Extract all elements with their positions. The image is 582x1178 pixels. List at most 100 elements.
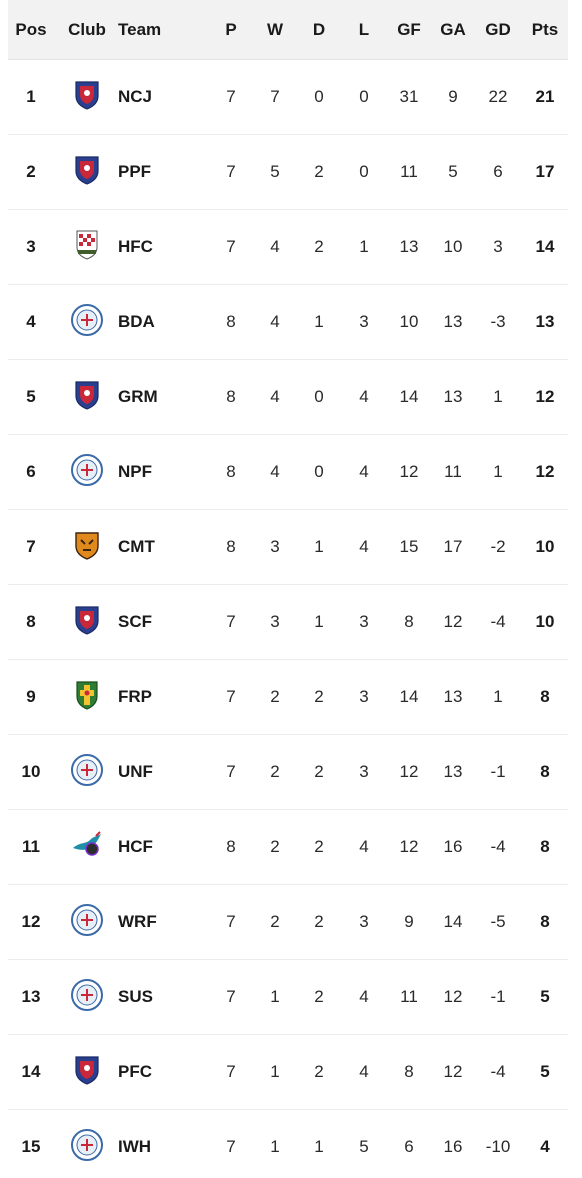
points-total: 21 (535, 87, 555, 106)
table-row[interactable]: 11 HCF 8 2 2 4 12 16 -4 8 (8, 810, 568, 885)
team-name[interactable]: HCF (118, 837, 153, 856)
drawn-count: 1 (314, 612, 324, 631)
club-crest[interactable] (60, 435, 114, 509)
goals-against: 17 (443, 537, 463, 556)
header-team[interactable]: Team (118, 19, 162, 39)
checkered-crest-icon (70, 228, 104, 267)
club-crest[interactable] (60, 1035, 114, 1109)
table-row[interactable]: 13 SUS 7 1 2 4 11 12 -1 5 (8, 960, 568, 1035)
played-count: 7 (226, 87, 236, 106)
team-name[interactable]: UNF (118, 762, 153, 781)
shield-crest-icon (70, 378, 104, 417)
header-goals-against[interactable]: GA (440, 19, 466, 39)
header-points[interactable]: Pts (531, 19, 559, 39)
won-count: 1 (270, 1062, 280, 1081)
goals-for: 11 (400, 162, 418, 181)
table-row[interactable]: 5 GRM 8 4 0 4 14 13 1 12 (8, 360, 568, 435)
goals-for: 9 (404, 912, 414, 931)
team-name[interactable]: IWH (118, 1137, 152, 1156)
goals-against: 12 (443, 612, 463, 631)
lost-count: 3 (359, 612, 369, 631)
won-count: 1 (270, 987, 280, 1006)
team-name[interactable]: NCJ (118, 87, 153, 106)
table-row[interactable]: 3 HFC 7 4 2 1 13 10 3 14 (8, 210, 568, 285)
table-row[interactable]: 12 WRF 7 2 2 3 9 14 -5 8 (8, 885, 568, 960)
team-name[interactable]: FRP (118, 687, 152, 706)
lost-count: 0 (359, 87, 369, 106)
club-crest[interactable] (60, 210, 114, 284)
points-total: 10 (535, 537, 555, 556)
table-row[interactable]: 9 FRP 7 2 2 3 14 13 1 8 (8, 660, 568, 735)
team-position: 11 (22, 837, 40, 856)
goals-against: 13 (443, 762, 463, 781)
shield-crest-icon (70, 153, 104, 192)
header-drawn[interactable]: D (312, 19, 326, 39)
header-won[interactable]: W (266, 19, 284, 39)
club-crest[interactable] (60, 885, 114, 959)
club-crest[interactable] (60, 360, 114, 434)
played-count: 7 (226, 237, 236, 256)
team-name[interactable]: BDA (118, 312, 155, 331)
round-crest-icon (70, 753, 104, 792)
table-row[interactable]: 7 CMT 8 3 1 4 15 17 -2 10 (8, 510, 568, 585)
club-crest[interactable] (60, 735, 114, 809)
club-crest[interactable] (60, 135, 114, 209)
round-crest-icon (70, 453, 104, 492)
goals-for: 31 (399, 87, 419, 106)
goals-for: 12 (399, 762, 419, 781)
goals-for: 15 (399, 537, 419, 556)
header-goal-difference[interactable]: GD (485, 19, 511, 39)
team-name[interactable]: PFC (118, 1062, 152, 1081)
table-row[interactable]: 1 NCJ 7 7 0 0 31 9 22 21 (8, 60, 568, 135)
team-name[interactable]: GRM (118, 387, 158, 406)
header-pos[interactable]: Pos (15, 19, 47, 39)
played-count: 7 (226, 987, 236, 1006)
team-position: 5 (26, 387, 36, 406)
club-crest[interactable] (60, 810, 114, 884)
club-crest[interactable] (60, 285, 114, 359)
team-position: 6 (26, 462, 36, 481)
header-club[interactable]: Club (68, 19, 106, 39)
goals-against: 16 (443, 837, 463, 856)
team-position: 9 (26, 687, 36, 706)
club-crest[interactable] (60, 960, 114, 1034)
table-row[interactable]: 4 BDA 8 4 1 3 10 13 -3 13 (8, 285, 568, 360)
team-name[interactable]: SUS (118, 987, 153, 1006)
team-name[interactable]: PPF (118, 162, 152, 181)
played-count: 7 (226, 687, 236, 706)
lost-count: 0 (359, 162, 369, 181)
team-position: 10 (21, 762, 41, 781)
points-total: 12 (535, 387, 555, 406)
goal-difference: 22 (488, 87, 508, 106)
drawn-count: 0 (314, 387, 324, 406)
goals-against: 13 (443, 312, 463, 331)
goals-against: 11 (444, 462, 462, 481)
table-row[interactable]: 10 UNF 7 2 2 3 12 13 -1 8 (8, 735, 568, 810)
team-name[interactable]: HFC (118, 237, 153, 256)
table-row[interactable]: 6 NPF 8 4 0 4 12 11 1 12 (8, 435, 568, 510)
table-row[interactable]: 15 IWH 7 1 1 5 6 16 -10 4 (8, 1110, 568, 1178)
goals-for: 12 (399, 837, 419, 856)
club-crest[interactable] (60, 660, 114, 734)
club-crest[interactable] (60, 60, 114, 134)
club-crest[interactable] (60, 1110, 114, 1178)
header-played[interactable]: P (225, 19, 237, 39)
played-count: 7 (226, 1137, 236, 1156)
team-name[interactable]: CMT (118, 537, 155, 556)
team-name[interactable]: NPF (118, 462, 152, 481)
header-goals-for[interactable]: GF (397, 19, 421, 39)
team-name[interactable]: WRF (118, 912, 157, 931)
goals-against: 10 (443, 237, 463, 256)
team-name[interactable]: SCF (118, 612, 152, 631)
table-row[interactable]: 14 PFC 7 1 2 4 8 12 -4 5 (8, 1035, 568, 1110)
lost-count: 4 (359, 537, 369, 556)
goal-difference: -10 (485, 1137, 511, 1156)
won-count: 3 (270, 612, 280, 631)
club-crest[interactable] (60, 510, 114, 584)
table-row[interactable]: 8 SCF 7 3 1 3 8 12 -4 10 (8, 585, 568, 660)
club-crest[interactable] (60, 585, 114, 659)
team-position: 2 (26, 162, 36, 181)
header-lost[interactable]: L (358, 19, 370, 39)
table-row[interactable]: 2 PPF 7 5 2 0 11 5 6 17 (8, 135, 568, 210)
